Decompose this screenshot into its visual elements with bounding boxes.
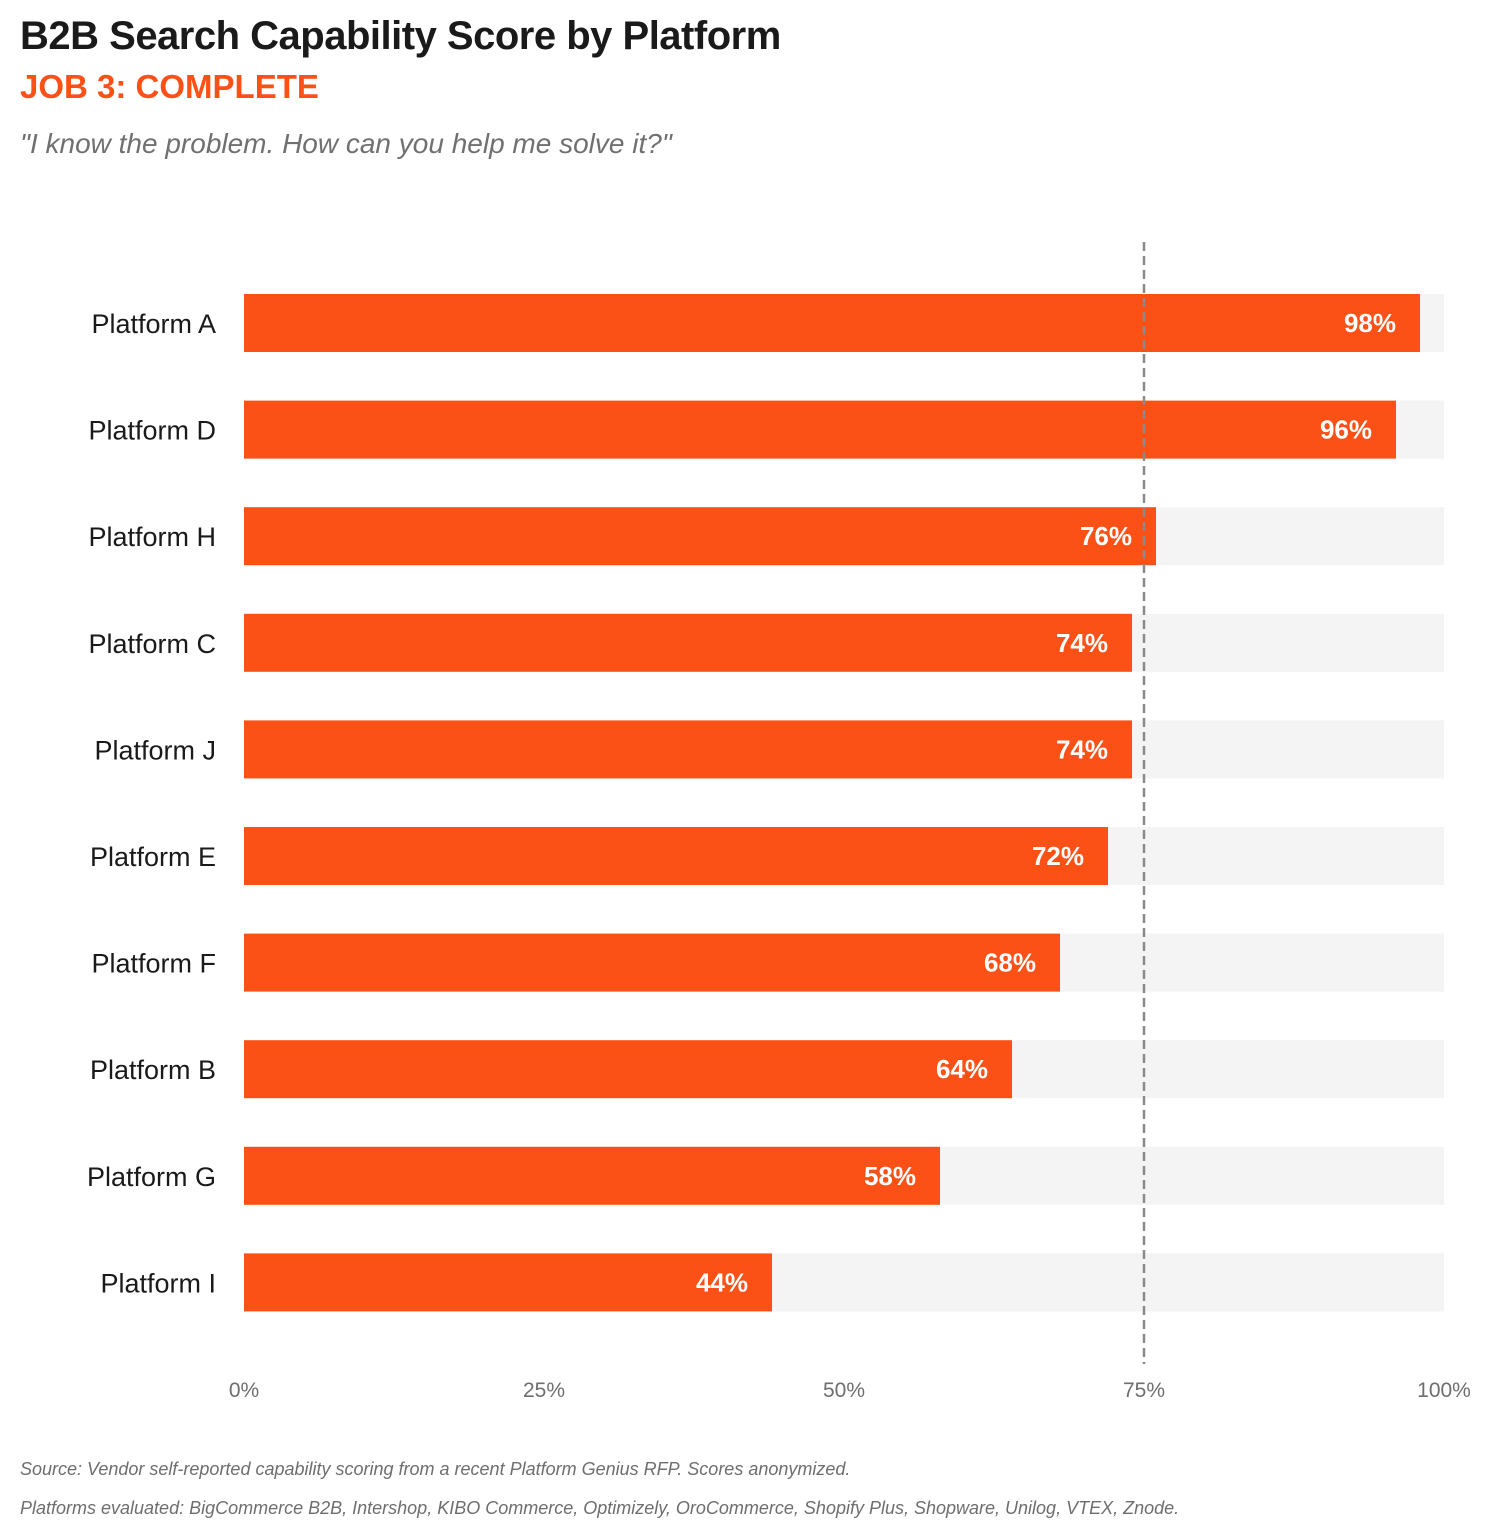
x-axis-tick-labels: 0% 25% 50% 75% 100% — [229, 1379, 1471, 1402]
category-labels: Platform A Platform D Platform H Platform C… — [87, 309, 216, 1298]
x-tick-label: 100% — [1417, 1379, 1471, 1402]
bar — [244, 1040, 1012, 1099]
category-label: Platform H — [88, 522, 216, 552]
category-label: Platform F — [91, 949, 216, 979]
chart-subtitle: JOB 3: COMPLETE — [20, 68, 319, 105]
chart-quote: "I know the problem. How can you help me… — [20, 128, 672, 159]
bar — [244, 613, 1132, 672]
category-label: Platform A — [91, 309, 216, 339]
value-label: 58% — [864, 1161, 916, 1191]
value-label: 74% — [1056, 734, 1108, 764]
value-label: 72% — [1032, 841, 1084, 871]
chart-title: B2B Search Capability Score by Platform — [20, 14, 781, 58]
category-label: Platform B — [90, 1055, 216, 1085]
source-note: Source: Vendor self-reported capability … — [20, 1459, 851, 1479]
x-tick-label: 75% — [1123, 1379, 1165, 1402]
bar — [244, 507, 1156, 566]
value-labels: 98% 96% 76% 74% 74% 72% 68% 64% 58% 44% — [696, 308, 1396, 1297]
value-label: 98% — [1344, 308, 1396, 338]
category-label: Platform E — [90, 842, 216, 872]
category-label: Platform C — [88, 629, 216, 659]
value-label: 76% — [1080, 521, 1132, 551]
bar — [244, 1146, 940, 1205]
x-tick-label: 25% — [523, 1379, 565, 1402]
bar — [244, 720, 1132, 779]
bar — [244, 294, 1420, 352]
category-label: Platform J — [94, 735, 216, 765]
value-label: 68% — [984, 948, 1036, 978]
x-tick-label: 50% — [823, 1379, 865, 1402]
value-label: 74% — [1056, 628, 1108, 658]
bars — [244, 294, 1420, 1312]
value-label: 44% — [696, 1267, 748, 1297]
platforms-note: Platforms evaluated: BigCommerce B2B, In… — [20, 1498, 1180, 1518]
value-label: 64% — [936, 1054, 988, 1084]
value-label: 96% — [1320, 415, 1372, 445]
x-tick-label: 0% — [229, 1379, 259, 1402]
bar — [244, 1253, 772, 1312]
bar — [244, 933, 1060, 992]
bar — [244, 400, 1396, 459]
bar-chart: 98% 96% 76% 74% 74% 72% 68% 64% 58% 44% Platform … — [87, 242, 1471, 1402]
category-label: Platform G — [87, 1162, 216, 1192]
category-label: Platform I — [100, 1268, 216, 1298]
category-label: Platform D — [88, 416, 216, 446]
bar — [244, 827, 1108, 885]
